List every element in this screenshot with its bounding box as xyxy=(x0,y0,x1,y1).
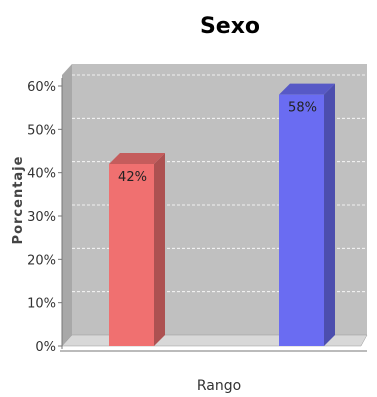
chart-title: Sexo xyxy=(200,14,260,39)
y-tick-label: 30% xyxy=(27,210,56,225)
bar-side xyxy=(324,83,335,347)
bars: 42% 58% xyxy=(109,83,335,347)
plot-side-wall xyxy=(62,64,72,346)
data-label: 42% xyxy=(118,170,147,185)
y-tick-label: 50% xyxy=(27,123,56,138)
bar-side xyxy=(154,153,165,346)
bar-top xyxy=(279,83,335,95)
y-tick-label: 0% xyxy=(35,340,56,355)
bar-2: 58% xyxy=(279,83,335,347)
y-tick-label: 20% xyxy=(27,253,56,268)
data-label: 58% xyxy=(288,101,317,116)
y-tick-label: 60% xyxy=(27,80,56,95)
bar-front xyxy=(279,94,324,347)
bar-front xyxy=(109,164,154,346)
bar-top xyxy=(109,153,165,164)
y-tick-label: 10% xyxy=(27,297,56,312)
y-axis-label: Porcentaje xyxy=(11,156,26,245)
x-axis-label: Rango xyxy=(197,378,241,394)
y-axis-ticks: 0% 10% 20% 30% 40% 50% 60% xyxy=(27,80,62,355)
y-tick-label: 40% xyxy=(27,167,56,182)
bar-1: 42% xyxy=(109,153,165,346)
